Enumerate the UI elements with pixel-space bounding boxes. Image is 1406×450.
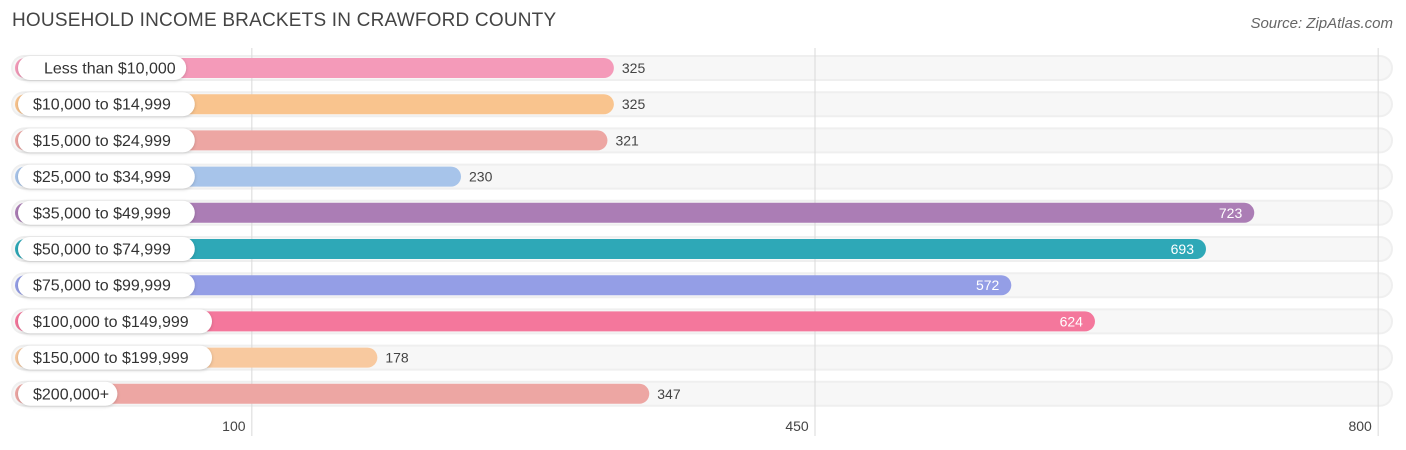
value-label: 723: [1219, 205, 1243, 221]
bar: [15, 239, 1206, 259]
value-label: 572: [976, 277, 1000, 293]
value-label: 178: [385, 350, 409, 366]
category-label-pill: [18, 200, 195, 225]
category-label: $50,000 to $74,999: [33, 242, 171, 259]
category-label: $150,000 to $199,999: [33, 350, 189, 367]
value-label: 347: [657, 386, 681, 402]
x-tick-label: 800: [1348, 418, 1372, 434]
value-label: 624: [1060, 313, 1084, 329]
value-label: 321: [615, 132, 639, 148]
bar: [15, 383, 650, 404]
category-label: $200,000+: [33, 386, 109, 403]
x-tick-label: 450: [785, 418, 809, 434]
category-label-pill: [18, 381, 118, 406]
category-label: $25,000 to $34,999: [33, 169, 171, 186]
category-label-pill: [18, 128, 195, 153]
value-label: 230: [469, 169, 493, 185]
value-label: 325: [622, 60, 646, 76]
category-label-pill: [18, 309, 212, 334]
bar: [15, 275, 1012, 296]
source-credit: Source: ZipAtlas.com: [1250, 15, 1393, 32]
category-label: $75,000 to $99,999: [33, 278, 171, 295]
chart-title: HOUSEHOLD INCOME BRACKETS IN CRAWFORD CO…: [12, 10, 557, 31]
x-tick-label: 100: [222, 418, 246, 434]
category-label: $100,000 to $149,999: [33, 314, 189, 331]
category-label-pill: [18, 56, 187, 80]
category-label-pill: [18, 345, 212, 370]
category-label-pill: [18, 164, 195, 189]
category-label: $35,000 to $49,999: [33, 205, 171, 222]
bar: [15, 311, 1095, 332]
value-label: 693: [1171, 241, 1195, 257]
value-label: 325: [622, 96, 646, 112]
category-label: $15,000 to $24,999: [33, 133, 171, 150]
category-label-pill: [18, 92, 195, 117]
category-label: $10,000 to $14,999: [33, 97, 171, 114]
bar: [15, 202, 1255, 223]
category-label-pill: [18, 273, 195, 298]
category-label-pill: [18, 237, 195, 261]
category-label: Less than $10,000: [44, 61, 176, 78]
